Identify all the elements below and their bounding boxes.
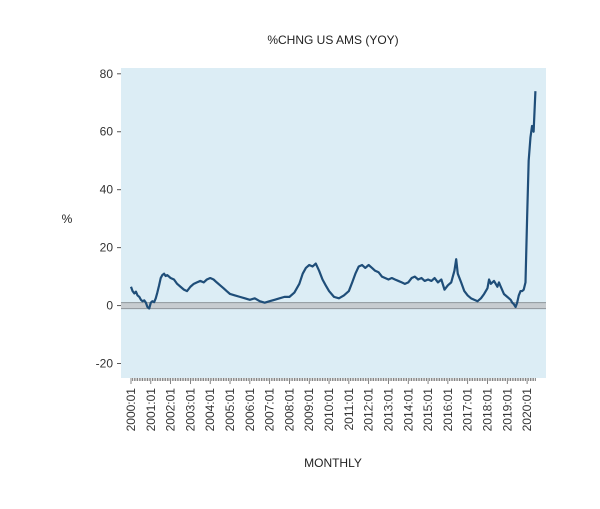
x-tick-label: 2007:01 bbox=[263, 388, 277, 432]
x-tick-label: 2015:01 bbox=[421, 388, 435, 432]
series-line bbox=[129, 91, 537, 310]
x-tick-label: 2014:01 bbox=[401, 388, 415, 432]
x-tick-label: 2017:01 bbox=[461, 388, 475, 432]
x-tick-label: 2011:01 bbox=[342, 388, 356, 431]
x-tick-label: 2013:01 bbox=[381, 388, 395, 432]
y-tick-label: 80 bbox=[100, 67, 114, 81]
x-tick-label: 2001:01 bbox=[144, 388, 158, 432]
x-tick-label: 2018:01 bbox=[480, 388, 494, 432]
y-tick-label: 60 bbox=[100, 125, 114, 139]
y-tick-label: 0 bbox=[106, 299, 113, 313]
x-tick-label: 2006:01 bbox=[243, 388, 257, 432]
x-tick-label: 2008:01 bbox=[282, 388, 296, 432]
zero-band-fill bbox=[121, 302, 546, 309]
x-tick-label: 2019:01 bbox=[500, 388, 514, 432]
x-tick-label: 2003:01 bbox=[183, 388, 197, 432]
x-tick-label: 2002:01 bbox=[164, 388, 178, 432]
x-tick-label: 2012:01 bbox=[362, 388, 376, 432]
chart-title: %CHNG US AMS (YOY) bbox=[267, 33, 398, 47]
zero-reference-band bbox=[121, 302, 546, 310]
y-tick-label: 20 bbox=[100, 241, 114, 255]
x-tick-label: 2010:01 bbox=[322, 388, 336, 432]
y-axis: -20 0 20 40 60 80 bbox=[96, 67, 121, 371]
y-tick-label: -20 bbox=[96, 357, 114, 371]
x-axis: 2000:01 2001:01 2002:01 2003:01 2004:01 2005:… bbox=[124, 378, 536, 432]
x-tick-label: 2020:01 bbox=[520, 388, 534, 432]
x-tick-label: 2005:01 bbox=[223, 388, 237, 432]
plot-area bbox=[121, 68, 546, 378]
x-tick-label: 2009:01 bbox=[302, 388, 316, 432]
y-tick-label: 40 bbox=[100, 183, 114, 197]
x-tick-label: 2000:01 bbox=[124, 388, 138, 432]
x-tick-label: 2016:01 bbox=[441, 388, 455, 432]
x-axis-title: MONTHLY bbox=[304, 456, 362, 470]
y-axis-title: % bbox=[62, 212, 73, 226]
x-tick-label: 2004:01 bbox=[203, 388, 217, 432]
